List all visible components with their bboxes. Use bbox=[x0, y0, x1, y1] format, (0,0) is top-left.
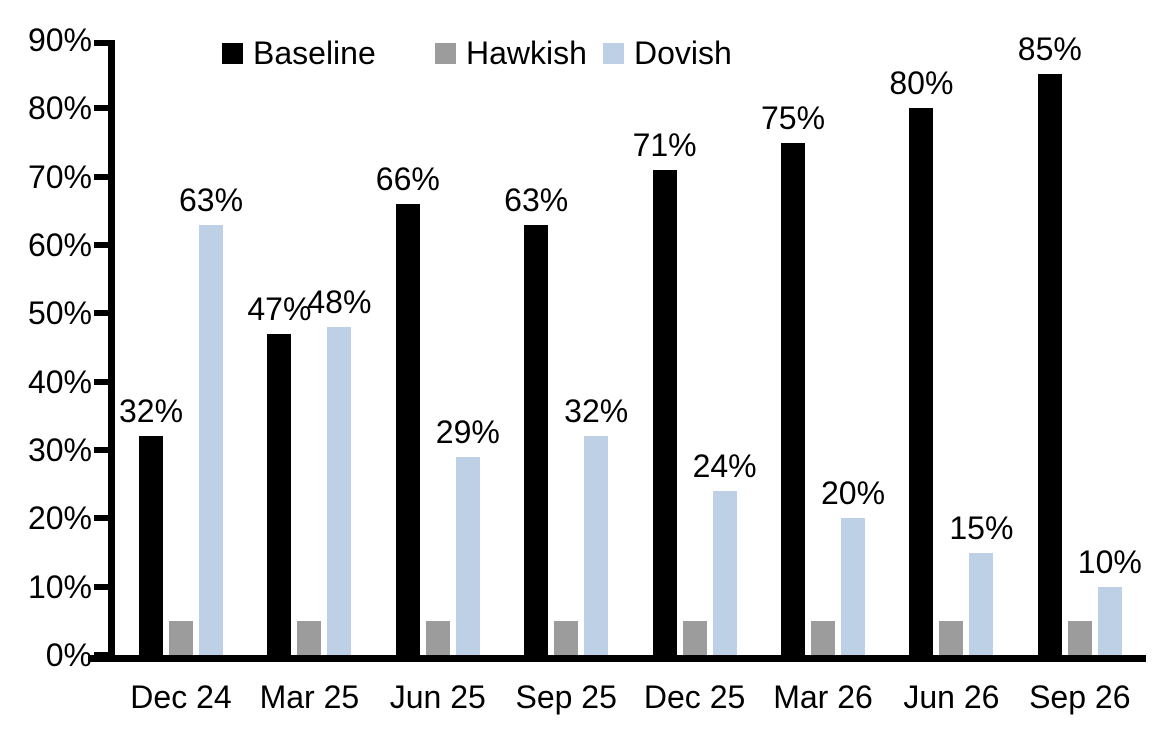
y-axis-tick bbox=[94, 40, 110, 46]
x-axis-label-dec-24: Dec 24 bbox=[130, 679, 232, 715]
value-label-baseline-mar-25: 47% bbox=[247, 290, 312, 327]
value-label-baseline-jun-25: 66% bbox=[375, 161, 440, 197]
bar-hawkish-mar-26 bbox=[811, 620, 835, 655]
bar-hawkish-sep-26 bbox=[1067, 620, 1092, 655]
y-axis-label: 20% bbox=[27, 500, 92, 537]
value-label-baseline-dec-25: 71% bbox=[632, 126, 697, 163]
legend-swatch-baseline bbox=[222, 42, 243, 64]
bar-hawkish-dec-25 bbox=[682, 620, 707, 655]
x-axis-label-jun-25: Jun 25 bbox=[389, 679, 486, 715]
bar-dovish-sep-25 bbox=[584, 436, 609, 655]
value-label-dovish-mar-26: 20% bbox=[820, 475, 886, 512]
bar-baseline-sep-26 bbox=[1037, 74, 1062, 655]
x-axis-label-mar-26: Mar 26 bbox=[773, 679, 873, 715]
legend-label-baseline: Baseline bbox=[253, 35, 376, 71]
bar-dovish-mar-26 bbox=[841, 518, 865, 655]
bar-hawkish-dec-24 bbox=[169, 620, 193, 655]
value-label-dovish-jun-26: 15% bbox=[949, 509, 1014, 546]
value-label-baseline-dec-24: 32% bbox=[118, 393, 184, 430]
bar-dovish-dec-24 bbox=[199, 224, 223, 655]
legend-swatch-dovish bbox=[603, 42, 624, 64]
legend-item-hawkish: Hawkish bbox=[435, 36, 587, 70]
bar-dovish-sep-26 bbox=[1097, 586, 1122, 655]
y-axis-label: 10% bbox=[27, 568, 92, 605]
y-axis-label: 90% bbox=[27, 22, 92, 58]
x-axis-label-jun-26: Jun 26 bbox=[903, 679, 1000, 715]
value-label-baseline-sep-26: 85% bbox=[1017, 31, 1082, 68]
y-axis-label: 60% bbox=[27, 227, 92, 263]
y-axis-tick bbox=[94, 378, 110, 385]
y-axis-label: 70% bbox=[27, 158, 92, 195]
bar-baseline-mar-26 bbox=[781, 142, 805, 655]
value-label-dovish-dec-25: 24% bbox=[692, 448, 757, 484]
y-axis-tick bbox=[94, 447, 110, 453]
legend-label-hawkish: Hawkish bbox=[466, 35, 587, 71]
y-axis-line bbox=[108, 40, 115, 662]
x-axis-line bbox=[88, 655, 1146, 662]
value-label-dovish-jun-25: 29% bbox=[435, 413, 500, 450]
bar-baseline-sep-25 bbox=[524, 224, 549, 655]
x-axis-label-mar-25: Mar 25 bbox=[259, 679, 360, 715]
legend-swatch-hawkish bbox=[435, 42, 456, 64]
legend-label-dovish: Dovish bbox=[634, 35, 732, 71]
bar-hawkish-mar-25 bbox=[297, 620, 322, 655]
bar-baseline-jun-25 bbox=[395, 204, 420, 655]
bar-hawkish-jun-26 bbox=[939, 620, 964, 655]
y-axis-tick bbox=[94, 105, 110, 112]
bar-dovish-jun-26 bbox=[969, 552, 994, 655]
bar-dovish-jun-25 bbox=[455, 456, 480, 655]
y-axis-label: 0% bbox=[45, 637, 92, 673]
bar-hawkish-jun-25 bbox=[425, 620, 450, 655]
value-label-dovish-sep-25: 32% bbox=[564, 393, 629, 430]
y-axis-label: 80% bbox=[27, 90, 92, 127]
bar-baseline-dec-25 bbox=[652, 169, 677, 655]
legend-item-baseline: Baseline bbox=[222, 36, 376, 70]
value-label-baseline-sep-25: 63% bbox=[504, 181, 569, 218]
y-axis-label: 40% bbox=[27, 363, 92, 400]
bar-baseline-jun-26 bbox=[909, 108, 934, 655]
y-axis-label: 30% bbox=[27, 432, 92, 468]
value-label-dovish-dec-24: 63% bbox=[178, 181, 244, 218]
bar-dovish-mar-25 bbox=[327, 327, 352, 655]
value-label-baseline-jun-26: 80% bbox=[889, 65, 954, 102]
y-axis-tick bbox=[94, 310, 110, 317]
x-axis-label-sep-26: Sep 26 bbox=[1029, 679, 1131, 715]
y-axis-tick bbox=[94, 583, 110, 590]
y-axis-label: 50% bbox=[27, 295, 92, 332]
y-axis-tick bbox=[94, 173, 110, 180]
bar-baseline-mar-25 bbox=[267, 333, 292, 655]
bar-dovish-dec-25 bbox=[712, 491, 737, 655]
value-label-dovish-mar-25: 48% bbox=[307, 284, 372, 320]
bar-baseline-dec-24 bbox=[139, 436, 163, 655]
x-axis-label-dec-25: Dec 25 bbox=[643, 679, 746, 715]
x-axis-label-sep-25: Sep 25 bbox=[515, 679, 617, 715]
legend-item-dovish: Dovish bbox=[603, 36, 732, 70]
y-axis-tick bbox=[94, 242, 110, 248]
value-label-dovish-sep-26: 10% bbox=[1077, 543, 1142, 580]
value-label-baseline-mar-26: 75% bbox=[760, 99, 826, 136]
bar-hawkish-sep-25 bbox=[554, 620, 579, 655]
y-axis-tick bbox=[94, 515, 110, 522]
